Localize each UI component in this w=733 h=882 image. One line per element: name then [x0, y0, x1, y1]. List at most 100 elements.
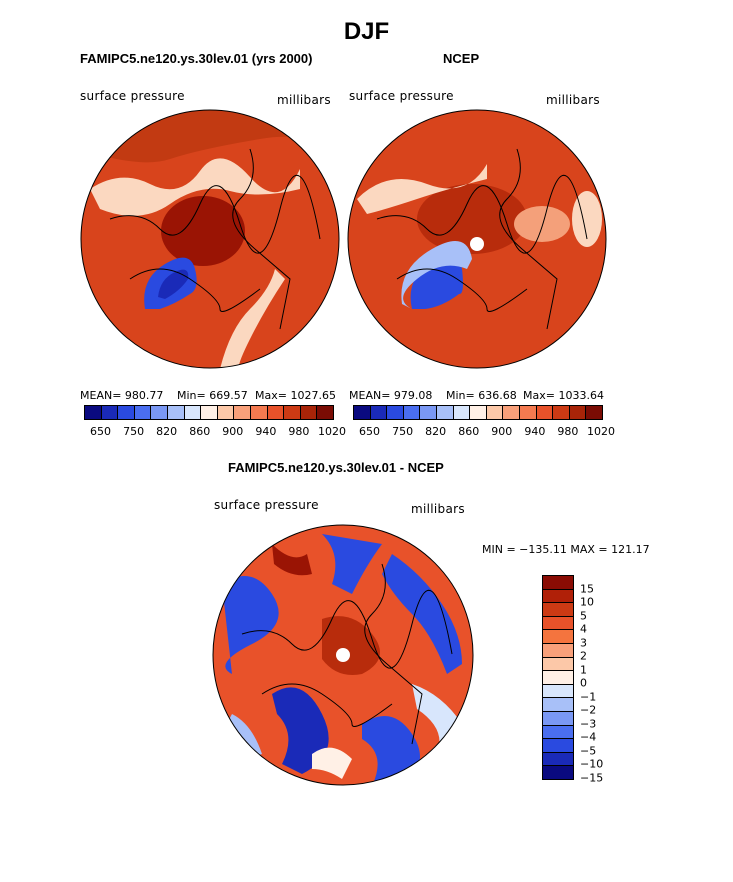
model-variable-label: surface pressure [80, 89, 185, 103]
model-mean-label: MEAN= 980.77 [80, 389, 164, 402]
model-colorbar-swatch [317, 406, 333, 419]
model-high-center [161, 196, 245, 266]
obs-colorbar-swatch [586, 406, 602, 419]
diff-colorbar-tick-label: 4 [580, 622, 587, 636]
model-colorbar-swatch [201, 406, 218, 419]
model-colorbar-tick-label: 750 [123, 425, 145, 438]
model-colorbar-tick-label: 940 [255, 425, 277, 438]
obs-mean-label: MEAN= 979.08 [349, 389, 433, 402]
diff-blue-blob-3 [382, 554, 462, 674]
model-colorbar [84, 405, 334, 420]
figure-title: DJF [343, 18, 390, 45]
diff-colorbar-swatch [543, 657, 573, 672]
obs-min-label: Min= 636.68 [446, 389, 517, 402]
diff-colorbar-swatch [543, 725, 573, 740]
obs-variable-label: surface pressure [349, 89, 454, 103]
obs-colorbar-swatch [519, 406, 537, 419]
obs-colorbar-tick-label: 750 [392, 425, 414, 438]
diff-colorbar-swatch [543, 576, 573, 590]
model-colorbar-swatch [300, 406, 318, 419]
obs-colorbar-tick-label: 900 [491, 425, 513, 438]
model-light-streak [220, 269, 285, 368]
model-max-label: Max= 1027.65 [255, 389, 336, 402]
obs-light-band [357, 164, 487, 214]
model-polar-map [80, 109, 340, 369]
model-colorbar-swatch [118, 406, 135, 419]
diff-dark-red-2 [322, 616, 380, 675]
model-panel-title: FAMIPC5.ne120.ys.30lev.01 (yrs 2000) [80, 51, 313, 66]
diff-colorbar-swatch [543, 616, 573, 631]
obs-polar-map [347, 109, 607, 369]
diff-colorbar-tick-label: −1 [580, 690, 597, 704]
model-colorbar-swatch [284, 406, 301, 419]
diff-colorbar-tick-label: −5 [580, 744, 597, 758]
model-colorbar-swatch [267, 406, 285, 419]
model-blue-core [158, 269, 189, 299]
diff-white-blob [312, 747, 352, 779]
model-colorbar-tick-label: 980 [288, 425, 310, 438]
diff-colorbar-tick-label: 1 [580, 663, 587, 677]
model-colorbar-tick-label: 820 [156, 425, 178, 438]
obs-units-label: millibars [546, 93, 600, 107]
obs-colorbar-swatch [569, 406, 587, 419]
obs-colorbar-swatch [420, 406, 437, 419]
diff-colorbar-swatch [543, 603, 573, 617]
diff-variable-label: surface pressure [214, 498, 319, 512]
diff-colorbar-swatch [543, 752, 573, 767]
model-colorbar-swatch [184, 406, 202, 419]
obs-colorbar-swatch [536, 406, 554, 419]
diff-colorbar-swatch [543, 711, 573, 726]
model-colorbar-tick-label: 650 [90, 425, 112, 438]
diff-pole-hole [336, 648, 350, 662]
obs-colorbar-tick-label: 1020 [587, 425, 615, 438]
diff-polar-map [212, 524, 474, 786]
model-units-label: millibars [277, 93, 331, 107]
diff-colorbar-tick-label: −4 [580, 730, 597, 744]
diff-coastline-2 [364, 563, 423, 745]
diff-colorbar-tick-label: 10 [580, 595, 594, 609]
diff-colorbar-tick-label: 2 [580, 649, 587, 663]
model-coastline-2 [232, 148, 291, 330]
diff-colorbar-swatch [543, 589, 573, 604]
diff-colorbar-swatch [543, 684, 573, 699]
diff-colorbar-tick-label: 0 [580, 676, 587, 690]
obs-panel-title: NCEP [443, 51, 480, 66]
model-light-band [90, 158, 300, 216]
model-colorbar-swatch [85, 406, 102, 419]
diff-colorbar-tick-label: 15 [580, 582, 594, 596]
obs-max-label: Max= 1033.64 [523, 389, 604, 402]
obs-colorbar-swatch [470, 406, 487, 419]
obs-light-patch [514, 206, 570, 242]
diff-colorbar-swatch [543, 766, 573, 779]
obs-blue-region [410, 253, 463, 309]
diff-colorbar-tick-label: −10 [580, 757, 604, 771]
model-colorbar-tick-label: 900 [222, 425, 244, 438]
obs-colorbar-tick-label: 650 [359, 425, 381, 438]
diff-colorbar-tick-label: 3 [580, 636, 587, 650]
obs-colorbar [353, 405, 603, 420]
model-colorbar-swatch [234, 406, 251, 419]
obs-pole-hole [470, 237, 484, 251]
obs-colorbar-swatch [553, 406, 570, 419]
obs-colorbar-tick-label: 940 [524, 425, 546, 438]
diff-colorbar-tick-label: −3 [580, 717, 597, 731]
model-colorbar-swatch [217, 406, 235, 419]
model-colorbar-swatch [250, 406, 268, 419]
diff-colorbar-tick-label: −15 [580, 771, 604, 785]
obs-colorbar-tick-label: 820 [425, 425, 447, 438]
obs-colorbar-swatch [370, 406, 388, 419]
obs-colorbar-swatch [503, 406, 520, 419]
diff-blue-blob-2 [322, 534, 382, 594]
diff-colorbar-swatch [543, 643, 573, 658]
model-colorbar-swatch [151, 406, 168, 419]
model-colorbar-swatch [167, 406, 185, 419]
obs-blue-ring [401, 241, 472, 309]
diff-colorbar [542, 575, 574, 780]
model-colorbar-swatch [101, 406, 119, 419]
diff-colorbar-tick-label: −2 [580, 703, 597, 717]
diff-colorbar-swatch [543, 671, 573, 685]
diff-units-label: millibars [411, 502, 465, 516]
diff-blue-blob-1 [222, 576, 279, 674]
obs-colorbar-tick-label: 860 [458, 425, 480, 438]
model-colorbar-tick-label: 1020 [318, 425, 346, 438]
